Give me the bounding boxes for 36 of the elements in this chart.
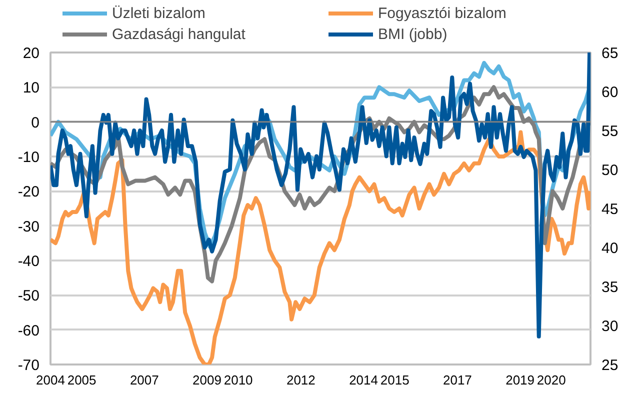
x-tick-label: 2020 [536, 372, 566, 388]
y-tick-label: 20 [22, 45, 40, 62]
y-tick-label: -20 [18, 184, 40, 201]
y2-tick-label: 45 [602, 201, 618, 218]
y2-tick-label: 55 [602, 123, 618, 140]
legend-label: Fogyasztói bizalom [378, 4, 508, 22]
x-tick-label: 2014 [349, 372, 378, 388]
y-tick-label: 10 [22, 80, 40, 97]
y-tick-label: -60 [18, 322, 40, 340]
x-tick-label: 2015 [380, 372, 410, 388]
x-tick-label: 2005 [67, 372, 96, 388]
y2-tick-label: 30 [602, 318, 618, 335]
y-tick-label: -30 [18, 218, 40, 236]
y-tick-label: -70 [18, 357, 40, 374]
y2-tick-label: 40 [602, 240, 618, 257]
legend-label: Üzleti bizalom [112, 4, 206, 22]
line-series [50, 52, 590, 338]
x-tick-label: 2012 [286, 372, 316, 388]
line-series [50, 130, 590, 364]
x-tick-label: 2017 [442, 372, 472, 388]
y2-tick-label: 65 [602, 45, 618, 62]
y-tick-label: -40 [18, 253, 40, 270]
y-tick-label: -10 [18, 149, 40, 166]
x-tick-label: 2009 [192, 372, 222, 388]
y-tick-label: -50 [18, 288, 40, 305]
y2-tick-label: 60 [602, 84, 618, 101]
y-tick-label: 0 [31, 114, 40, 132]
legend-label: BMI (jobb) [378, 25, 448, 43]
y2-tick-label: 25 [602, 357, 618, 374]
x-tick-label: 2010 [224, 372, 253, 388]
y2-tick-label: 50 [602, 162, 618, 179]
x-tick-label: 2019 [506, 372, 535, 388]
x-tick-label: 2007 [130, 372, 159, 388]
y2-tick-label: 35 [602, 279, 618, 296]
legend-label: Gazdasági hangulat [112, 25, 246, 43]
x-tick-label: 2004 [36, 372, 65, 388]
